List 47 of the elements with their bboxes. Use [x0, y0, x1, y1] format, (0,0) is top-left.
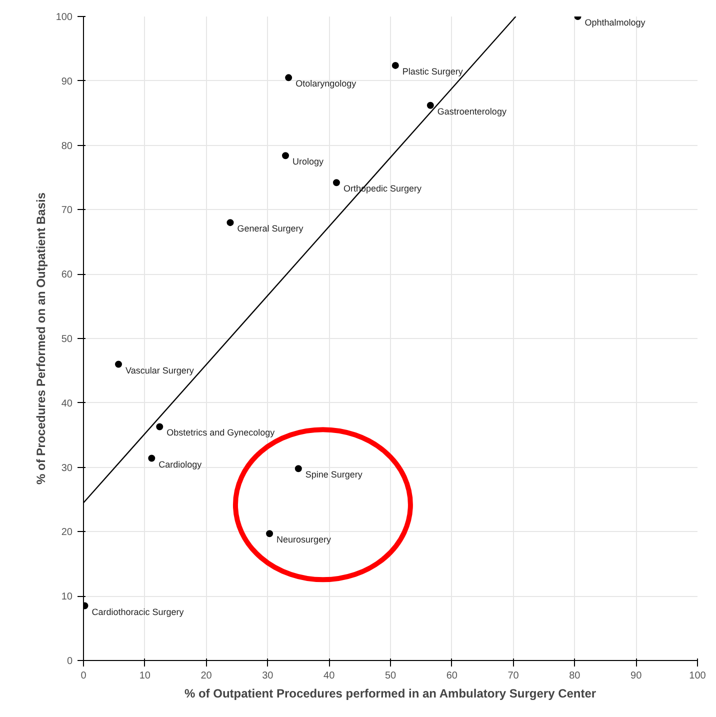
- y-tick-label: 10: [61, 592, 73, 603]
- point: [332, 179, 340, 186]
- annotation: Obstetrics and Gynecology: [166, 428, 276, 438]
- point: [282, 152, 290, 160]
- point: [285, 74, 292, 82]
- y-tick-label: 0: [66, 656, 73, 667]
- x-tick-label: 60: [446, 670, 458, 682]
- x-tick-label: 40: [324, 670, 336, 682]
- x-tick-label: 70: [508, 670, 520, 682]
- point: [148, 454, 156, 462]
- point: [226, 219, 234, 226]
- y-tick-label: 60: [61, 270, 73, 281]
- point: [156, 423, 164, 430]
- annotation: General Surgery: [237, 224, 304, 234]
- point: [115, 360, 122, 368]
- annotation: Neurosurgery: [276, 534, 332, 545]
- annotation: Cardiology: [158, 459, 202, 470]
- point: [392, 62, 399, 69]
- annotation: Plastic Surgery: [402, 66, 464, 76]
- x-axis-title: % of Outpatient Procedures performed in an Ambulatory Surgery Center: [184, 686, 596, 700]
- x-tick-label: 80: [569, 670, 581, 682]
- y-axis-title: % of Procedures Performed on an Outpatient Basis: [34, 192, 48, 485]
- y-tick-label: 40: [61, 398, 73, 410]
- y-tick-label: 20: [61, 527, 73, 538]
- annotation: Spine Surgery: [305, 470, 363, 480]
- point: [426, 102, 434, 109]
- x-tick-label: 100: [689, 670, 706, 682]
- y-tick-label: 30: [61, 462, 73, 474]
- x-tick-label: 50: [384, 670, 396, 682]
- annotation: Gastroenterology: [437, 106, 507, 116]
- x-tick-label: 20: [200, 670, 212, 682]
- point: [266, 530, 274, 538]
- y-tick-label: 50: [61, 334, 73, 345]
- x-tick-label: 90: [630, 670, 642, 682]
- x-tick-label: 30: [262, 670, 274, 682]
- y-tick-label: 80: [61, 140, 73, 152]
- annotation: Vascular Surgery: [126, 365, 194, 376]
- annotation: Otolaryngology: [296, 78, 357, 89]
- x-tick-label: 0: [80, 670, 87, 682]
- annotation: Ophthalmology: [584, 18, 646, 28]
- y-tick-label: 100: [56, 12, 73, 23]
- x-tick-label: 10: [139, 670, 151, 682]
- point: [294, 465, 302, 472]
- y-tick-label: 70: [61, 205, 73, 216]
- annotation: Urology: [292, 156, 324, 167]
- annotation: Cardiothoracic Surgery: [92, 606, 184, 617]
- y-tick-label: 90: [61, 76, 73, 88]
